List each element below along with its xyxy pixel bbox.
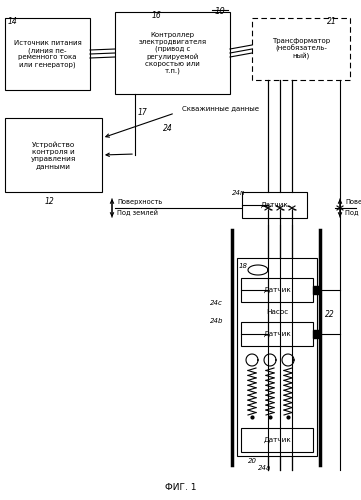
Text: 12: 12 [45, 197, 55, 206]
Bar [241, 322, 313, 346]
Text: Датчик: Датчик [261, 202, 288, 208]
Bar [313, 286, 319, 294]
Bar [115, 12, 230, 94]
Bar [242, 192, 307, 218]
Bar [241, 428, 313, 452]
Text: ФИГ. 1: ФИГ. 1 [165, 484, 196, 492]
Text: Трансформатор
(необязатель-
ный): Трансформатор (необязатель- ный) [272, 38, 330, 60]
Text: Поверхность: Поверхность [345, 199, 361, 205]
Text: 16: 16 [152, 11, 162, 20]
Bar [5, 18, 90, 90]
Text: 22: 22 [325, 310, 335, 319]
Text: 24b: 24b [210, 318, 223, 324]
Text: 21: 21 [327, 17, 337, 26]
Text: 20: 20 [248, 458, 257, 464]
Text: 24а: 24а [258, 465, 271, 471]
Text: Под землей: Под землей [117, 210, 158, 216]
Text: Насос: Насос [266, 309, 288, 315]
Text: 24с: 24с [210, 300, 223, 306]
Bar [241, 278, 313, 302]
Text: Под землей: Под землей [345, 210, 361, 216]
Text: 10: 10 [215, 7, 225, 16]
Bar [237, 258, 317, 456]
Text: Устройство
контроля и
управления
данными: Устройство контроля и управления данными [31, 141, 76, 169]
Bar [252, 18, 350, 80]
Text: Датчик: Датчик [263, 287, 291, 293]
Text: 17: 17 [138, 108, 148, 117]
Text: Датчик: Датчик [263, 437, 291, 443]
Text: Поверхность: Поверхность [117, 199, 162, 205]
Text: Контроллер
электродвигателя
(привод с
регулируемой
скоростью или
т.п.): Контроллер электродвигателя (привод с ре… [138, 32, 206, 74]
Text: Скважинные данные: Скважинные данные [182, 105, 258, 111]
Bar [5, 118, 102, 192]
Text: 18: 18 [239, 263, 248, 269]
Text: 14: 14 [8, 17, 18, 26]
Bar [313, 330, 319, 338]
Text: 24n: 24n [232, 190, 245, 196]
Text: Датчик: Датчик [263, 331, 291, 337]
Text: Источник питания
(линия пе-
ременного тока
или генератор): Источник питания (линия пе- ременного то… [14, 40, 81, 68]
Text: 24: 24 [163, 124, 173, 133]
